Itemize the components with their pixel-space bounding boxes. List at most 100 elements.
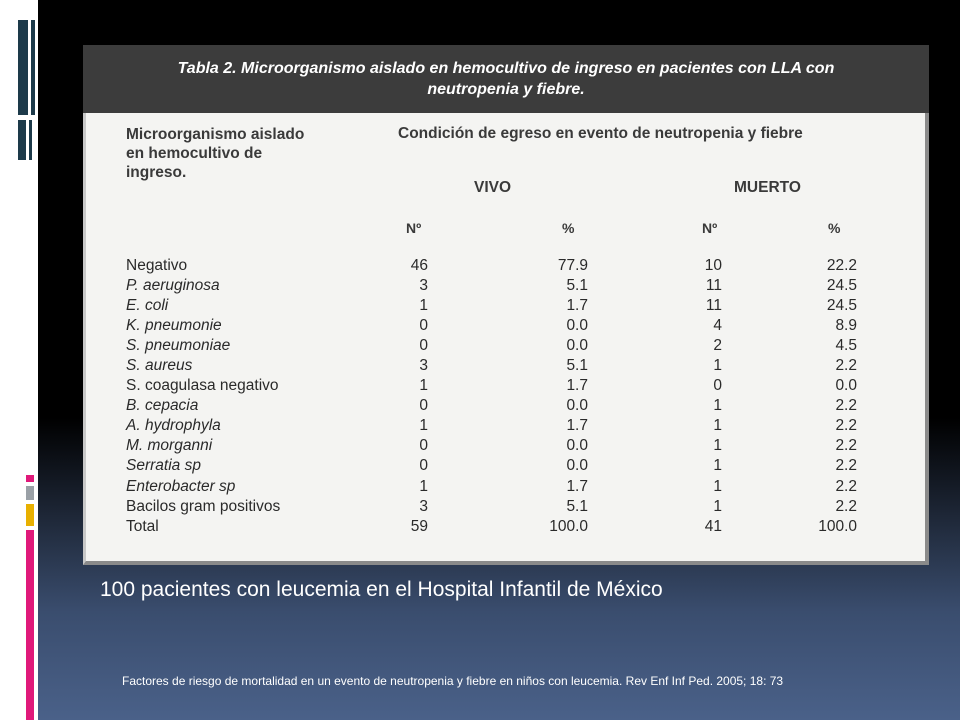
header-microorganism-line-2: en hemocultivo de <box>126 145 263 162</box>
row-name: Serratia sp <box>126 457 201 475</box>
header-muerto: MUERTO <box>734 179 801 196</box>
header-vivo: VIVO <box>474 179 512 196</box>
table-row: M. morganni 0 0.0 1 2.2 <box>86 436 929 456</box>
row-vivo-n: 0 <box>419 397 428 415</box>
accent-bar-gray-1 <box>26 486 34 500</box>
table-title: Tabla 2. Microorganismo aislado en hemoc… <box>83 45 929 113</box>
row-muerto-n: 1 <box>713 477 722 495</box>
table-row: A. hydrophyla 1 1.7 1 2.2 <box>86 416 929 436</box>
table-image: Tabla 2. Microorganismo aislado en hemoc… <box>83 45 929 565</box>
accent-bar-gold-1 <box>26 504 34 526</box>
subheader-muerto-n: Nº <box>702 220 718 236</box>
row-vivo-n: 59 <box>410 517 428 535</box>
row-muerto-n: 1 <box>713 437 722 455</box>
table-row: S. aureus 3 5.1 1 2.2 <box>86 356 929 376</box>
subheader-muerto-pct: % <box>828 220 841 236</box>
row-vivo-pct: 0.0 <box>566 337 588 355</box>
accent-bar-teal-4 <box>29 120 32 160</box>
row-name: Total <box>126 517 159 535</box>
row-muerto-n: 11 <box>705 277 722 295</box>
row-vivo-n: 0 <box>419 337 428 355</box>
accent-bar-teal-2 <box>31 20 35 115</box>
table-row: Bacilos gram positivos 3 5.1 1 2.2 <box>86 497 929 517</box>
subheader-vivo-pct: % <box>562 220 575 236</box>
row-muerto-pct: 8.9 <box>835 317 857 335</box>
header-condition: Condición de egreso en evento de neutrop… <box>398 125 803 142</box>
row-vivo-n: 0 <box>419 457 428 475</box>
row-vivo-pct: 1.7 <box>566 377 588 395</box>
row-vivo-pct: 0.0 <box>566 457 588 475</box>
table-row: B. cepacia 0 0.0 1 2.2 <box>86 396 929 416</box>
row-muerto-n: 0 <box>713 377 722 395</box>
row-name: B. cepacia <box>126 397 199 415</box>
row-muerto-pct: 2.2 <box>835 457 857 475</box>
row-muerto-pct: 100.0 <box>818 517 857 535</box>
row-name: P. aeruginosa <box>126 277 220 295</box>
table-row: Serratia sp 0 0.0 1 2.2 <box>86 456 929 476</box>
table-row: K. pneumonie 0 0.0 4 8.9 <box>86 316 929 336</box>
row-muerto-pct: 2.2 <box>835 397 857 415</box>
row-vivo-n: 0 <box>419 317 428 335</box>
row-muerto-pct: 0.0 <box>835 377 857 395</box>
row-vivo-pct: 5.1 <box>566 357 588 375</box>
row-muerto-n: 10 <box>704 257 722 274</box>
row-muerto-pct: 2.2 <box>835 417 857 435</box>
row-vivo-n: 1 <box>419 377 428 395</box>
row-name: S. coagulasa negativo <box>126 377 279 395</box>
row-vivo-n: 0 <box>419 437 428 455</box>
row-vivo-n: 46 <box>410 257 428 274</box>
row-vivo-pct: 5.1 <box>566 277 588 295</box>
row-muerto-pct: 2.2 <box>835 477 857 495</box>
header-microorganism-line-3: ingreso. <box>126 164 187 181</box>
row-muerto-pct: 4.5 <box>835 337 857 355</box>
row-name: S. pneumoniae <box>126 337 231 355</box>
row-vivo-pct: 100.0 <box>549 517 588 535</box>
row-muerto-n: 1 <box>713 497 722 515</box>
header-microorganism: Microorganismo aislado en hemocultivo de… <box>126 125 366 182</box>
table-row-total: Total 59 100.0 41 100.0 <box>86 517 929 537</box>
slide-caption: 100 pacientes con leucemia en el Hospita… <box>100 578 663 601</box>
row-name: Enterobacter sp <box>126 477 236 495</box>
table-row: Negativo 46 77.9 10 22.2 <box>86 256 929 276</box>
row-muerto-n: 4 <box>713 317 722 335</box>
row-vivo-n: 3 <box>419 357 428 375</box>
row-muerto-n: 41 <box>704 517 722 535</box>
row-vivo-pct: 5.1 <box>566 497 588 515</box>
row-vivo-pct: 1.7 <box>566 417 588 435</box>
row-vivo-n: 1 <box>419 417 428 435</box>
slide-citation: Factores de riesgo de mortalidad en un e… <box>122 674 784 688</box>
subheader-vivo-n: Nº <box>406 220 422 236</box>
table-rows: Negativo 46 77.9 10 22.2 P. aeruginosa 3 5.1 11… <box>86 256 929 537</box>
row-vivo-n: 1 <box>419 297 428 315</box>
row-muerto-pct: 2.2 <box>835 437 857 455</box>
row-name: E. coli <box>126 297 169 315</box>
row-muerto-pct: 2.2 <box>835 497 857 515</box>
row-muerto-n: 1 <box>713 397 722 415</box>
accent-bar-pink-2 <box>26 530 34 720</box>
row-name: S. aureus <box>126 357 193 375</box>
row-vivo-pct: 1.7 <box>566 477 588 495</box>
row-muerto-pct: 24.5 <box>826 297 857 315</box>
row-vivo-pct: 1.7 <box>566 297 588 315</box>
table-title-line-2: neutropenia y fiebre. <box>427 81 585 98</box>
row-muerto-n: 1 <box>713 417 722 435</box>
accent-bar-teal-1 <box>18 20 28 115</box>
header-microorganism-line-1: Microorganismo aislado <box>126 126 305 143</box>
row-muerto-pct: 24.5 <box>826 277 857 295</box>
row-vivo-pct: 0.0 <box>566 397 588 415</box>
table-row: P. aeruginosa 3 5.1 11 24.5 <box>86 276 929 296</box>
row-vivo-n: 1 <box>419 477 428 495</box>
row-muerto-n: 11 <box>705 297 722 315</box>
row-muerto-n: 2 <box>713 337 722 355</box>
accent-bar-teal-3 <box>18 120 26 160</box>
row-name: Negativo <box>126 257 188 274</box>
row-name: A. hydrophyla <box>126 417 221 435</box>
row-muerto-n: 1 <box>713 357 722 375</box>
table-title-line-1: Tabla 2. Microorganismo aislado en hemoc… <box>177 60 835 77</box>
table-row: S. coagulasa negativo 1 1.7 0 0.0 <box>86 376 929 396</box>
row-vivo-pct: 0.0 <box>566 437 588 455</box>
accent-bar-pink-1 <box>26 475 34 482</box>
row-muerto-n: 1 <box>713 457 722 475</box>
row-vivo-n: 3 <box>419 277 428 295</box>
row-vivo-pct: 0.0 <box>566 317 588 335</box>
